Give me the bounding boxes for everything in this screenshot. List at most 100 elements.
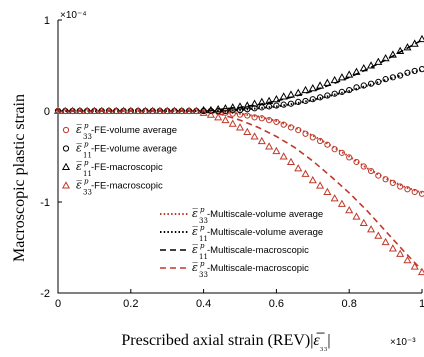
- y-tick-label: -2: [40, 288, 50, 300]
- chart-marks: [53, 34, 424, 276]
- legend-superscript: p: [200, 242, 205, 250]
- data-point: [228, 103, 237, 111]
- data-point: [199, 108, 208, 116]
- data-point: [235, 102, 245, 110]
- data-point: [375, 78, 382, 85]
- data-point: [228, 119, 237, 127]
- data-point: [251, 114, 258, 121]
- data-point: [337, 73, 346, 81]
- data-point: [266, 117, 273, 124]
- legend-superscript: p: [200, 260, 205, 268]
- data-point: [90, 106, 99, 115]
- data-point: [397, 183, 404, 190]
- legend-label: -Multiscale-macroscopic: [207, 245, 309, 256]
- data-point: [331, 146, 338, 153]
- data-point: [236, 111, 244, 118]
- series-markers-3: [53, 106, 424, 276]
- data-point: [272, 94, 281, 103]
- data-point: [374, 231, 383, 239]
- series-line-6: [58, 39, 423, 112]
- legend-subscript: 11: [83, 152, 92, 160]
- data-point: [273, 118, 280, 126]
- data-point: [367, 167, 375, 175]
- data-point: [75, 106, 84, 115]
- data-point: [257, 97, 266, 105]
- data-point: [214, 104, 223, 113]
- data-point: [417, 267, 424, 276]
- data-point: [323, 78, 332, 86]
- data-point: [309, 134, 316, 141]
- legend-subscript: 33: [83, 133, 92, 141]
- data-point: [309, 96, 316, 103]
- data-point: [221, 104, 230, 112]
- legend-label: -FE-macroscopic: [91, 181, 163, 192]
- data-point: [366, 225, 376, 233]
- data-point: [403, 256, 412, 264]
- data-point: [279, 92, 288, 100]
- legend-superscript: p: [200, 206, 205, 214]
- data-point: [235, 123, 245, 131]
- legend-marker: [61, 181, 71, 189]
- legend-symbol: ε̅: [76, 142, 82, 155]
- data-point: [295, 98, 302, 106]
- legend-subscript: 33: [199, 217, 208, 225]
- data-point: [250, 99, 259, 107]
- data-point: [294, 164, 303, 172]
- data-point: [53, 106, 63, 115]
- data-point: [61, 106, 70, 115]
- data-point: [359, 218, 368, 226]
- data-point: [353, 158, 360, 166]
- legend-label: -Multiscale-volume average: [207, 227, 323, 238]
- data-point: [214, 113, 223, 121]
- x-tick-label: 1: [419, 298, 424, 310]
- data-point: [418, 66, 424, 73]
- data-point: [410, 39, 419, 47]
- data-point: [316, 94, 324, 101]
- data-point: [345, 205, 354, 214]
- data-point: [324, 141, 331, 148]
- data-point: [280, 101, 287, 108]
- data-point: [360, 82, 367, 89]
- data-point: [243, 101, 252, 109]
- data-point: [389, 179, 396, 186]
- data-point: [337, 199, 346, 207]
- tick-labels: 0 0.2 0.4 0.6 0.8 110-1-2: [40, 15, 424, 310]
- data-point: [236, 106, 244, 114]
- data-point: [244, 112, 251, 119]
- data-point: [148, 106, 157, 115]
- data-point: [411, 188, 418, 196]
- data-point: [338, 149, 346, 156]
- data-point: [265, 96, 274, 105]
- series-line-7: [58, 110, 423, 271]
- data-point: [301, 85, 310, 94]
- data-point: [352, 67, 361, 75]
- data-point: [112, 106, 121, 115]
- data-point: [244, 106, 251, 113]
- data-point: [68, 106, 77, 115]
- data-point: [280, 121, 287, 128]
- legend-entry-1: ε̅ p 11-FE-volume average: [62, 141, 177, 160]
- legend-entry-7: ε̅ p 33-Multiscale-macroscopic: [160, 260, 309, 279]
- data-point: [250, 132, 259, 140]
- data-point: [302, 130, 309, 137]
- y-exponent-label: ×10⁻⁴: [60, 10, 87, 21]
- legend-marker: [61, 162, 71, 171]
- data-point: [388, 244, 397, 252]
- legend-superscript: p: [84, 141, 89, 149]
- data-point: [192, 106, 201, 115]
- data-point: [286, 90, 296, 98]
- data-point: [316, 181, 325, 189]
- data-point: [287, 100, 295, 107]
- legend-label: -FE-volume average: [91, 125, 177, 136]
- data-point: [316, 81, 325, 89]
- data-point: [206, 110, 215, 118]
- data-point: [418, 190, 424, 197]
- data-point: [331, 90, 338, 97]
- data-point: [404, 186, 411, 193]
- data-point: [382, 76, 389, 83]
- data-point: [258, 115, 265, 122]
- data-point: [396, 46, 405, 54]
- x-tick-label: 0.8: [342, 298, 357, 310]
